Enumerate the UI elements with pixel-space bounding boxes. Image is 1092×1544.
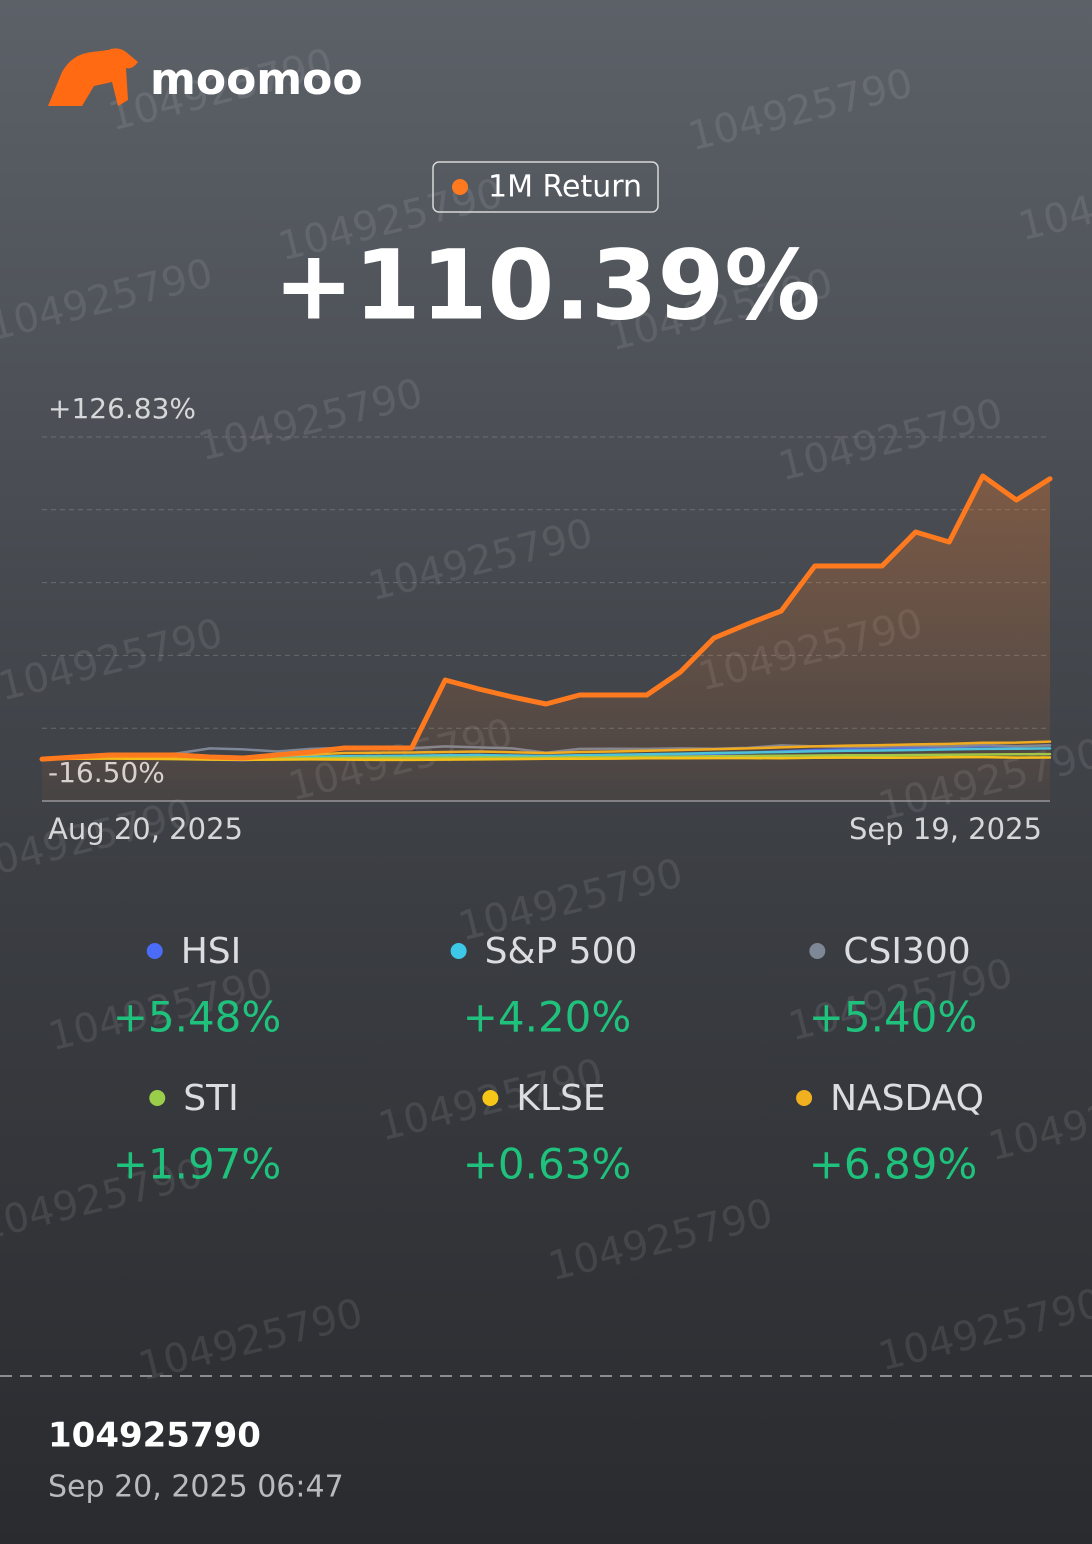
logo: moomoo [48, 48, 363, 106]
legend-name: HSI [181, 931, 242, 972]
legend-name: NASDAQ [830, 1078, 984, 1119]
legend-item: STI +1.97% [113, 1078, 282, 1189]
x-tick-label: Sep 19, 2025 [849, 812, 1042, 846]
legend-return: +6.89% [809, 1140, 978, 1189]
legend-dot [149, 1090, 166, 1106]
legend-item: KLSE +0.63% [463, 1078, 632, 1189]
legend-name: S&P 500 [485, 931, 638, 972]
badge-dot [452, 179, 468, 195]
legend-item: CSI300 +5.40% [809, 931, 978, 1042]
legend-name: CSI300 [843, 931, 970, 972]
x-tick-label: Aug 20, 2025 [48, 812, 243, 846]
legend-item: S&P 500 +4.20% [450, 931, 638, 1042]
account-id: 104925790 [48, 1416, 261, 1456]
legend-return: +4.20% [463, 993, 632, 1042]
legend-item: HSI +5.48% [113, 931, 282, 1042]
logo-icon [48, 48, 138, 106]
legend-dot [146, 943, 163, 959]
legend-dot [482, 1090, 499, 1106]
legend: HSI +5.48% S&P 500 +4.20% CSI300 +5.40% STI +1.… [113, 931, 984, 1189]
legend-name: KLSE [516, 1078, 605, 1119]
return-badge [432, 161, 659, 213]
legend-dot [809, 943, 826, 959]
legend-return: +5.40% [809, 993, 978, 1042]
legend-return: +5.48% [113, 993, 282, 1042]
legend-return: +0.63% [463, 1140, 632, 1189]
legend-return: +1.97% [113, 1140, 282, 1189]
headline-return: +110.39% [273, 229, 820, 341]
timestamp: Sep 20, 2025 06:47 [48, 1470, 344, 1505]
badge-label: 1M Return [488, 170, 642, 205]
brand-name: moomoo [150, 54, 363, 105]
legend-item: NASDAQ +6.89% [796, 1078, 984, 1189]
y-tick-label: +126.83% [48, 392, 196, 425]
series-line [39, 473, 1053, 762]
legend-name: STI [183, 1078, 238, 1119]
legend-dot [796, 1090, 813, 1106]
area [42, 476, 1050, 801]
legend-dot [450, 943, 467, 959]
